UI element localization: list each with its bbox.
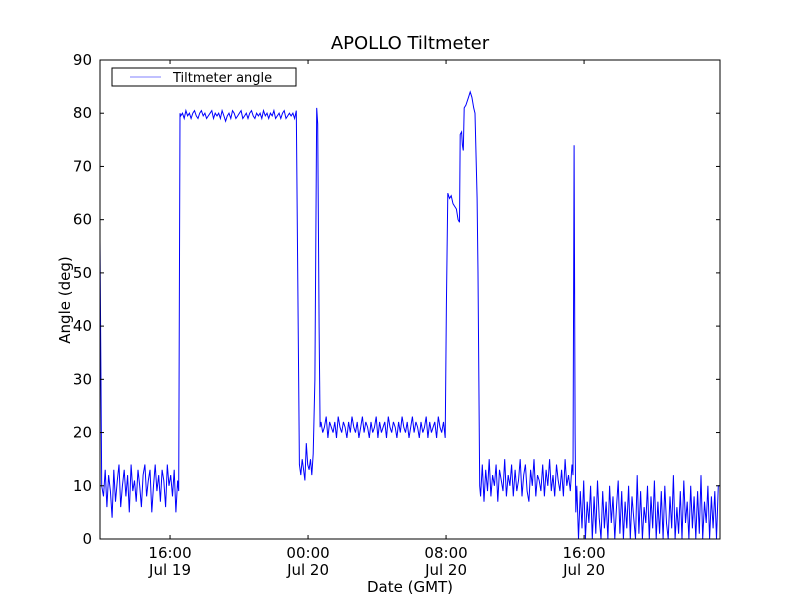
y-tick-label: 70: [73, 157, 92, 175]
x-tick-label-date: Jul 20: [424, 561, 467, 579]
y-axis: 0 10 20 30 40 50 60 70 80 90: [73, 51, 720, 548]
x-tick-label-date: Jul 19: [148, 561, 191, 579]
x-tick-label-time: 16:00: [562, 544, 605, 562]
x-tick-label-date: Jul 20: [286, 561, 329, 579]
chart-title: APOLLO Tiltmeter: [331, 33, 490, 54]
y-tick-label: 50: [73, 264, 92, 282]
y-tick-label: 10: [73, 477, 92, 495]
legend-label: Tiltmeter angle: [172, 71, 272, 86]
legend-box: [111, 67, 297, 87]
legend: Tiltmeter angle: [111, 67, 297, 87]
axes-frame: [99, 59, 721, 540]
y-axis-label: Angle (deg): [56, 256, 74, 343]
x-tick-label-time: 00:00: [286, 544, 329, 562]
y-tick-label: 30: [73, 370, 92, 388]
y-tick-label: 60: [73, 211, 92, 229]
y-tick-label: 90: [73, 51, 92, 69]
series-line-tiltmeter-angle: [100, 90, 720, 539]
y-tick-label: 40: [73, 317, 92, 335]
y-tick-label: 80: [73, 104, 92, 122]
x-tick-label-time: 16:00: [148, 544, 191, 562]
x-tick-label-date: Jul 20: [562, 561, 605, 579]
y-tick-label: 20: [73, 424, 92, 442]
y-tick-label: 0: [82, 530, 92, 548]
x-axis-label: Date (GMT): [367, 578, 453, 596]
plot-area: [100, 90, 720, 539]
x-tick-label-time: 08:00: [424, 544, 467, 562]
